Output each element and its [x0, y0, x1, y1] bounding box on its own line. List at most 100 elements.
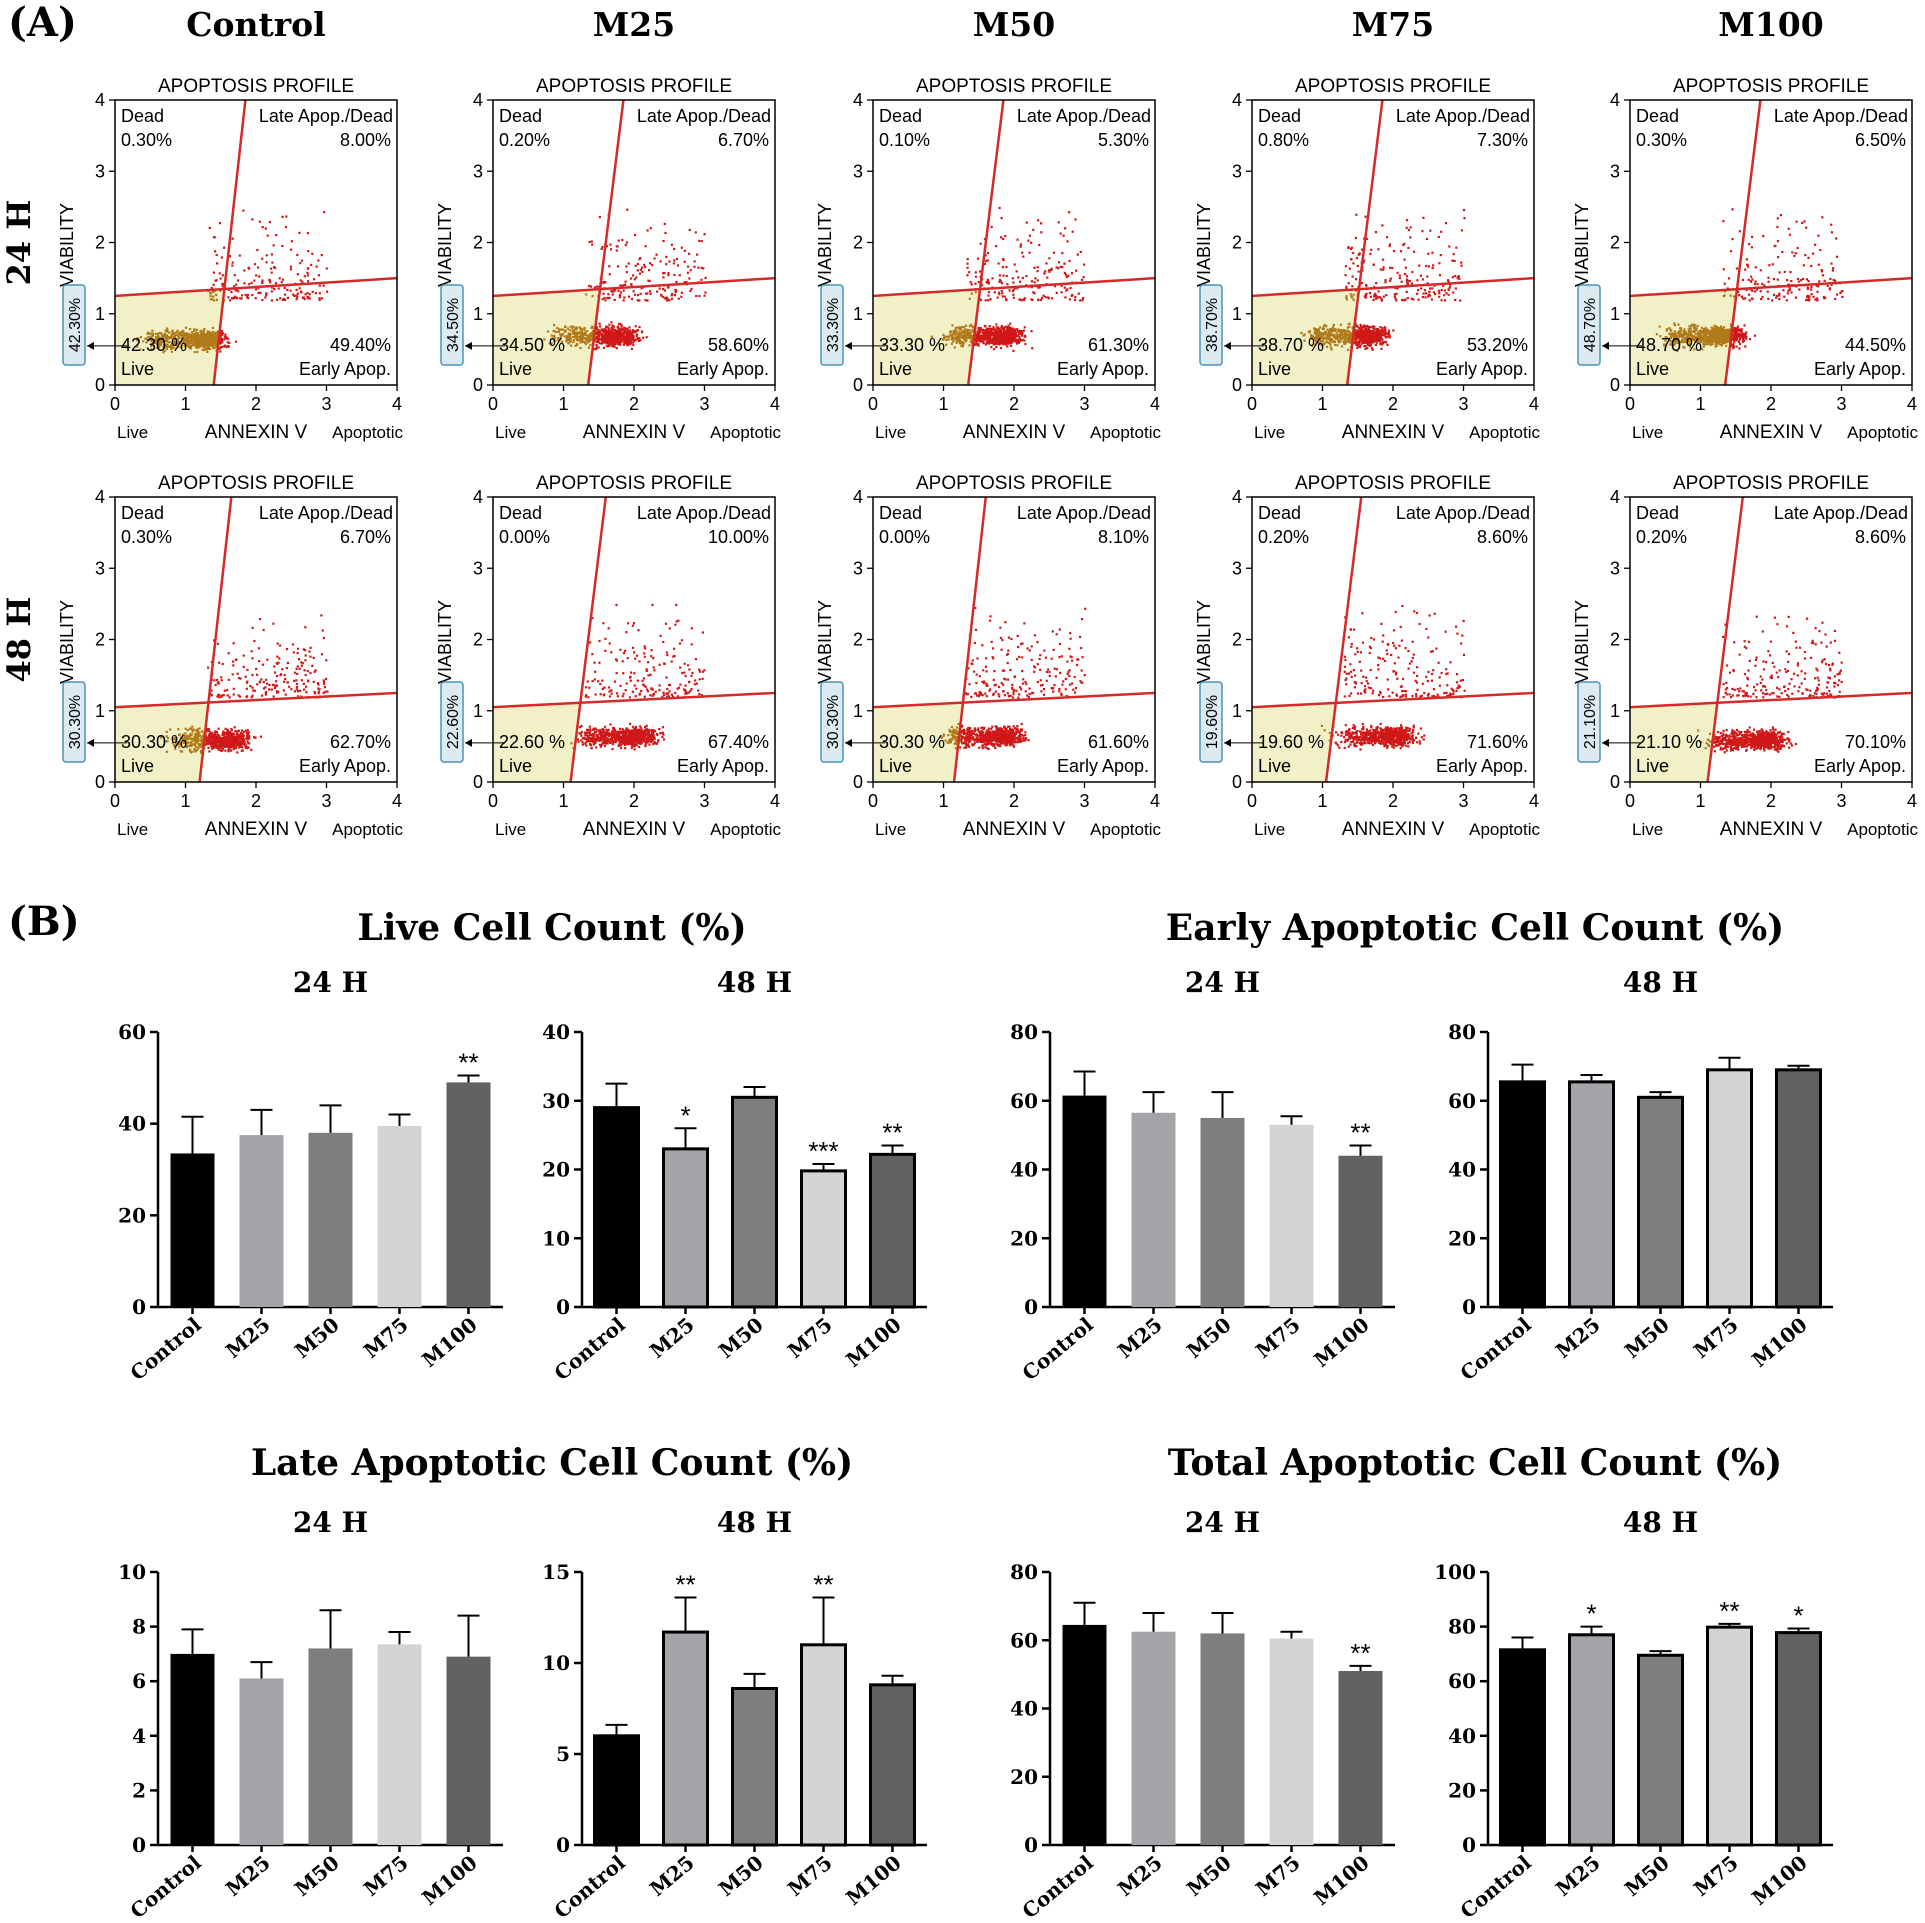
event-dot — [1447, 280, 1450, 283]
x-tick-label: 3 — [699, 394, 709, 414]
event-dot — [1364, 328, 1367, 331]
event-dot — [173, 337, 176, 340]
event-dot — [273, 266, 276, 269]
event-dot — [632, 290, 635, 293]
event-dot — [251, 218, 254, 221]
event-dot — [989, 341, 992, 344]
event-dot — [644, 245, 647, 248]
event-dot — [632, 330, 635, 333]
event-dot — [1318, 335, 1321, 338]
event-dot — [187, 332, 190, 335]
event-dot — [1382, 266, 1385, 269]
event-dot — [973, 343, 976, 346]
event-dot — [673, 294, 676, 297]
event-dot — [703, 294, 706, 297]
event-dot — [1674, 341, 1677, 344]
event-dot — [156, 342, 159, 345]
event-dot — [998, 280, 1001, 283]
event-dot — [958, 337, 961, 340]
event-dot — [992, 326, 995, 329]
event-dot — [956, 335, 959, 338]
event-dot — [262, 628, 265, 632]
event-dot — [1364, 294, 1367, 297]
event-dot — [683, 260, 686, 263]
event-dot — [192, 333, 195, 336]
event-dot — [1745, 337, 1748, 340]
event-dot — [159, 332, 163, 335]
event-dot — [613, 343, 616, 346]
event-dot — [1073, 298, 1077, 302]
event-dot — [1339, 328, 1342, 332]
event-dot — [197, 338, 200, 341]
event-dot — [1676, 339, 1679, 342]
event-dot — [1055, 266, 1058, 269]
event-dot — [633, 278, 636, 281]
event-dot — [996, 333, 1000, 336]
event-dot — [986, 278, 989, 281]
event-dot — [1327, 334, 1330, 338]
event-dot — [576, 332, 579, 335]
event-dot — [595, 326, 598, 329]
event-dot — [1742, 297, 1745, 300]
event-dot — [318, 292, 321, 295]
event-dot — [1375, 282, 1378, 285]
event-dot — [590, 331, 593, 334]
event-dot — [978, 270, 982, 273]
event-dot — [199, 339, 202, 342]
event-dot — [1704, 326, 1707, 329]
event-dot — [1017, 341, 1020, 344]
event-dot — [1387, 334, 1391, 337]
event-dot — [1336, 333, 1339, 337]
x-left-label: Live — [117, 423, 148, 442]
event-dot — [555, 330, 558, 334]
event-dot — [673, 273, 676, 277]
event-dot — [612, 325, 615, 328]
event-dot — [1356, 264, 1359, 268]
column-header: M100 — [1718, 5, 1823, 44]
event-dot — [234, 289, 237, 292]
event-dot — [1801, 277, 1805, 280]
event-dot — [950, 342, 953, 345]
plot-title: APOPTOSIS PROFILE — [1673, 76, 1869, 97]
event-dot — [180, 330, 183, 333]
event-dot — [211, 334, 214, 337]
event-dot — [1002, 343, 1005, 346]
event-dot — [1001, 292, 1004, 295]
event-dot — [585, 293, 588, 296]
event-dot — [553, 334, 556, 337]
event-dot — [605, 338, 608, 341]
live-gate-region — [873, 289, 980, 385]
event-dot — [977, 328, 980, 331]
event-dot — [997, 262, 1000, 265]
event-dot — [611, 293, 614, 296]
event-dot — [1671, 340, 1674, 343]
event-dot — [310, 263, 313, 266]
event-dot — [995, 330, 998, 333]
event-dot — [1735, 345, 1738, 348]
event-dot — [1748, 338, 1752, 341]
x-left-label: Live — [875, 423, 906, 442]
event-dot — [1004, 338, 1007, 341]
event-dot — [567, 333, 570, 336]
event-dot — [242, 209, 245, 212]
event-dot — [173, 342, 176, 345]
event-dot — [623, 337, 626, 340]
event-dot — [553, 336, 556, 339]
event-dot — [1694, 333, 1697, 336]
event-dot — [1351, 285, 1354, 288]
event-dot — [306, 271, 309, 274]
event-dot — [590, 335, 593, 338]
event-dot — [1796, 247, 1799, 250]
event-dot — [1364, 335, 1367, 338]
event-dot — [990, 346, 993, 349]
event-dot — [1778, 294, 1781, 297]
event-dot — [621, 335, 624, 338]
event-dot — [620, 324, 623, 327]
event-dot — [1416, 292, 1419, 295]
event-dot — [1443, 294, 1446, 297]
event-dot — [1718, 335, 1721, 338]
event-dot — [193, 338, 196, 341]
event-dot — [1425, 264, 1428, 268]
event-dot — [1740, 295, 1744, 298]
event-dot — [164, 329, 167, 332]
